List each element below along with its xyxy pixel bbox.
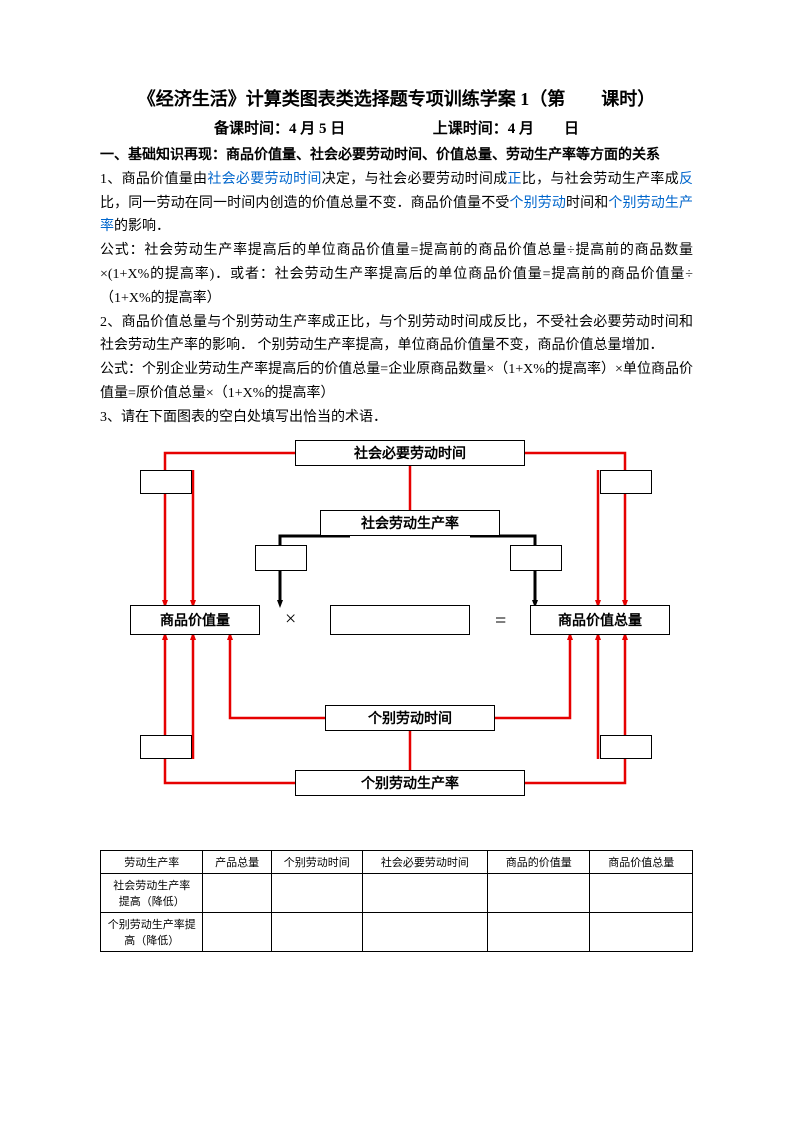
table-row: 社会劳动生产率提高（降低） <box>101 873 693 912</box>
col-header: 个别劳动时间 <box>271 850 362 873</box>
para-1: 1、商品价值量由社会必要劳动时间决定，与社会必要劳动时间成正比，与社会劳动生产率… <box>100 168 693 239</box>
class-time: 上课时间：4 月 日 <box>433 121 579 137</box>
section-1-head: 一、基础知识再现：商品价值量、社会必要劳动时间、价值总量、劳动生产率等方面的关系 <box>100 144 693 168</box>
table-cell <box>203 873 271 912</box>
table-cell <box>271 912 362 951</box>
col-header: 产品总量 <box>203 850 271 873</box>
col-header: 劳动生产率 <box>101 850 203 873</box>
node-lower_rbox <box>600 735 652 759</box>
node-lower: 个别劳动时间 <box>325 705 495 731</box>
node-top_left <box>140 470 192 494</box>
table-cell <box>590 912 693 951</box>
table-cell <box>362 912 487 951</box>
op-eq: = <box>495 610 506 633</box>
node-lower_lbox <box>140 735 192 759</box>
col-header: 社会必要劳动时间 <box>362 850 487 873</box>
table-cell <box>590 873 693 912</box>
table-cell <box>488 912 590 951</box>
node-top: 社会必要劳动时间 <box>295 440 525 466</box>
node-mid <box>330 605 470 635</box>
page-title: 《经济生活》计算类图表类选择题专项训练学案 1（第 课时） <box>100 85 693 111</box>
para-2: 公式：社会劳动生产率提高后的单位商品价值量=提高前的商品价值总量÷提高前的商品数… <box>100 239 693 310</box>
table-cell <box>203 912 271 951</box>
node-bottom: 个别劳动生产率 <box>295 770 525 796</box>
node-right: 商品价值总量 <box>530 605 670 635</box>
op-mul: × <box>285 608 296 631</box>
para-4: 公式：个别企业劳动生产率提高后的价值总量=企业原商品数量×（1+X%的提高率）×… <box>100 358 693 406</box>
table-row: 个别劳动生产率提高（降低） <box>101 912 693 951</box>
para-3: 2、商品价值总量与个别劳动生产率成正比，与个别劳动时间成反比，不受社会必要劳动时… <box>100 311 693 359</box>
subtitle-row: 备课时间：4 月 5 日 上课时间：4 月 日 <box>100 117 693 138</box>
para-5: 3、请在下面图表的空白处填写出恰当的术语． <box>100 406 693 430</box>
node-top_right <box>600 470 652 494</box>
col-header: 商品的价值量 <box>488 850 590 873</box>
table-cell: 社会劳动生产率提高（降低） <box>101 873 203 912</box>
prep-time: 备课时间：4 月 5 日 <box>214 121 345 137</box>
table-cell <box>488 873 590 912</box>
table-cell <box>362 873 487 912</box>
concept-diagram: 社会必要劳动时间社会劳动生产率商品价值量 商品价值总量个别劳动时间个别劳动生产率 ×… <box>100 440 693 820</box>
node-left: 商品价值量 <box>130 605 260 635</box>
node-upper_rbox <box>510 545 562 571</box>
col-header: 商品价值总量 <box>590 850 693 873</box>
node-upper: 社会劳动生产率 <box>320 510 500 536</box>
fill-table: 劳动生产率产品总量个别劳动时间社会必要劳动时间商品的价值量商品价值总量 社会劳动… <box>100 850 693 952</box>
node-upper_lbox <box>255 545 307 571</box>
table-cell: 个别劳动生产率提高（降低） <box>101 912 203 951</box>
table-cell <box>271 873 362 912</box>
